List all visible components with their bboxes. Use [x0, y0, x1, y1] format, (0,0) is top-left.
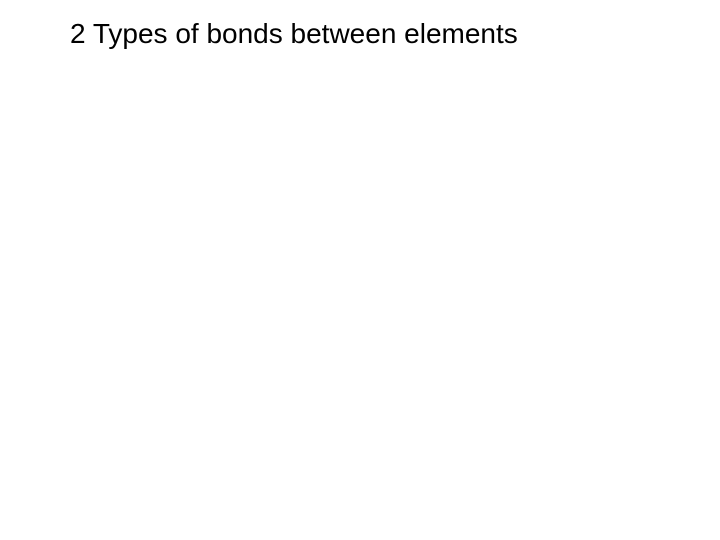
slide-title: 2 Types of bonds between elements: [70, 18, 518, 50]
